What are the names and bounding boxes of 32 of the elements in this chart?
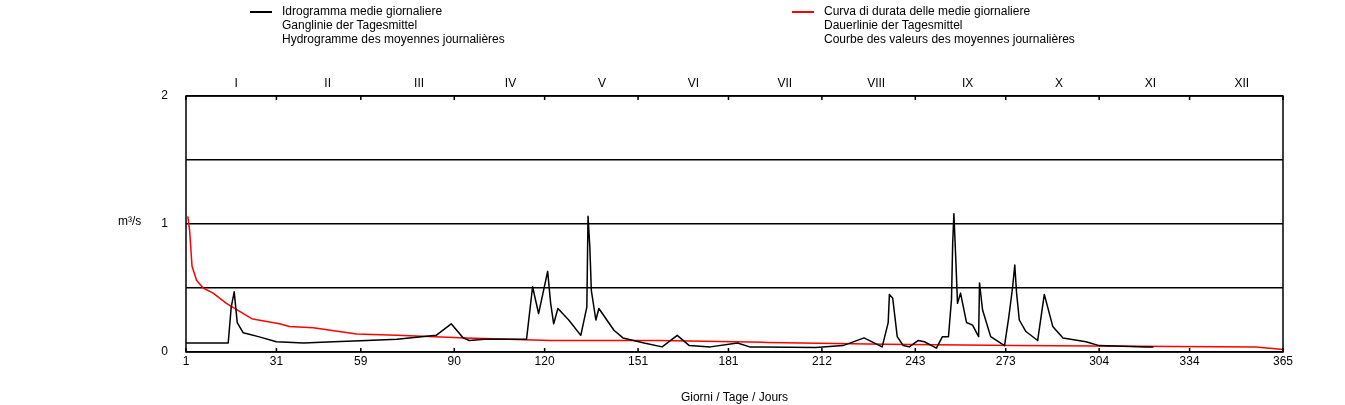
text: X [1055,76,1064,91]
legend-label: Curva di durata delle medie giornaliere Dauerlinie der Tagesmittel Courbe des valeurs des moyennes journalières [824,4,1075,46]
x-tick-label: 212 [811,353,833,368]
x-tick-label: 304 [1089,353,1110,368]
text: VI [687,76,700,91]
y-axis-title: m³/s [118,214,142,228]
x-tick-label: 181 [718,353,739,368]
text: XII [1234,76,1250,91]
y-tick-label: 1 [161,216,169,231]
y-tick-label: 2 [161,88,169,103]
text: VIII [867,76,886,91]
text: IX [961,76,974,91]
x-tick-label: 243 [905,353,926,368]
x-tick-label: 273 [995,353,1017,368]
x-tick-label: 120 [534,353,555,368]
x-tick-label: 151 [628,353,649,368]
x-tick-label: 90 [447,353,462,368]
x-tick-label: 31 [269,353,284,368]
text: III [414,76,425,91]
x-axis-title: Giorni / Tage / Jours [680,390,789,405]
legend-label: Idrogramma medie giornaliere Ganglinie der Tagesmittel Hydrogramme des moyennes journalières [282,4,505,46]
text: II [324,76,332,91]
y-tick-label: 0 [161,344,169,359]
text: IV [504,76,517,91]
text: V [597,76,606,91]
x-tick-label: 365 [1272,353,1294,368]
text: I [234,76,238,91]
text: VII [777,76,793,91]
x-tick-label: 334 [1179,353,1200,368]
x-tick-label: 59 [354,353,368,368]
text: XI [1144,76,1157,91]
x-tick-label: 1 [182,353,190,368]
